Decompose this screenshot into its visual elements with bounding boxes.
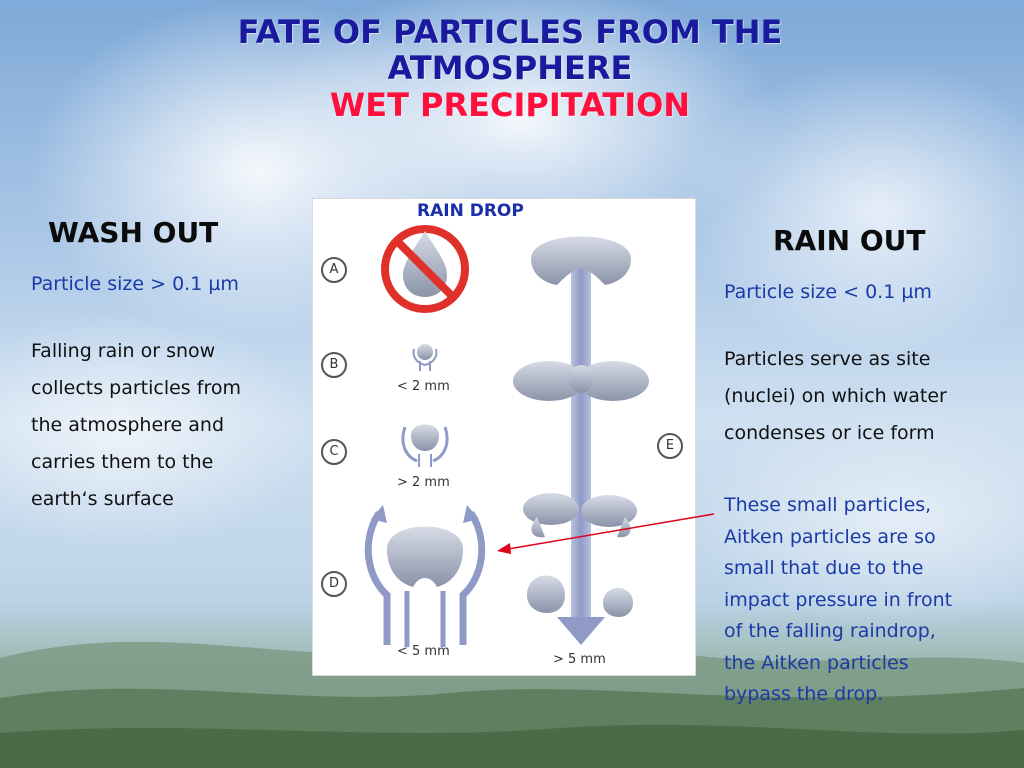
aitken-line: of the falling raindrop, bbox=[724, 620, 936, 642]
rain-out-line: Particles serve as site bbox=[724, 348, 931, 370]
wash-out-particle-size: Particle size > 0.1 µm bbox=[31, 273, 239, 295]
rain-out-line: (nuclei) on which water bbox=[724, 385, 947, 407]
aitken-particles-note: These small particles, Aitken particles … bbox=[724, 490, 1014, 711]
label-b: B bbox=[321, 352, 347, 378]
aitken-line: Aitken particles are so bbox=[724, 525, 936, 548]
rain-out-line: condenses or ice form bbox=[724, 422, 935, 444]
label-c: C bbox=[321, 439, 347, 465]
rain-out-description: Particles serve as site (nuclei) on whic… bbox=[724, 341, 947, 452]
label-e: E bbox=[657, 433, 683, 459]
aitken-line: the Aitken particles bbox=[724, 651, 909, 674]
small-drop-icon bbox=[412, 344, 438, 371]
figure-title: RAIN DROP bbox=[417, 201, 524, 221]
aitken-line: impact pressure in front bbox=[724, 588, 953, 611]
wash-out-line: the atmosphere and bbox=[31, 414, 225, 436]
size-label-c: > 2 mm bbox=[397, 475, 450, 490]
title-line-1: FATE OF PARTICLES FROM THE bbox=[237, 13, 783, 51]
medium-drop-icon bbox=[401, 424, 449, 467]
aitken-line: These small particles, bbox=[724, 494, 932, 516]
label-d: D bbox=[321, 571, 347, 597]
wash-out-description: Falling rain or snow collects particles … bbox=[31, 333, 241, 518]
slide-title: FATE OF PARTICLES FROM THE ATMOSPHERE WE… bbox=[110, 13, 910, 124]
no-drop-icon bbox=[381, 225, 469, 313]
large-drop-icon bbox=[364, 505, 486, 647]
size-label-b: < 2 mm bbox=[397, 379, 450, 394]
wash-out-line: carries them to the bbox=[31, 451, 214, 473]
wash-out-line: Falling rain or snow bbox=[31, 340, 216, 362]
aitken-line: small that due to the bbox=[724, 557, 924, 579]
rain-out-particle-size: Particle size < 0.1 µm bbox=[724, 281, 932, 303]
label-a: A bbox=[321, 257, 347, 283]
raindrop-figure: RAIN DROP A B C D E < 2 mm > 2 mm < 5 mm… bbox=[312, 198, 696, 676]
wash-out-line: earth‘s surface bbox=[31, 488, 174, 510]
size-label-d: < 5 mm bbox=[397, 644, 450, 659]
aitken-line: bypass the drop. bbox=[724, 683, 884, 705]
slide-subtitle: WET PRECIPITATION bbox=[329, 85, 691, 124]
wash-out-line: collects particles from bbox=[31, 377, 241, 399]
size-label-e: > 5 mm bbox=[553, 652, 606, 667]
drop-breakup-sequence bbox=[513, 236, 649, 645]
rain-out-heading: RAIN OUT bbox=[773, 224, 926, 257]
raindrop-diagram bbox=[364, 225, 649, 647]
wash-out-heading: WASH OUT bbox=[48, 216, 219, 249]
title-line-2: ATMOSPHERE bbox=[387, 49, 633, 88]
